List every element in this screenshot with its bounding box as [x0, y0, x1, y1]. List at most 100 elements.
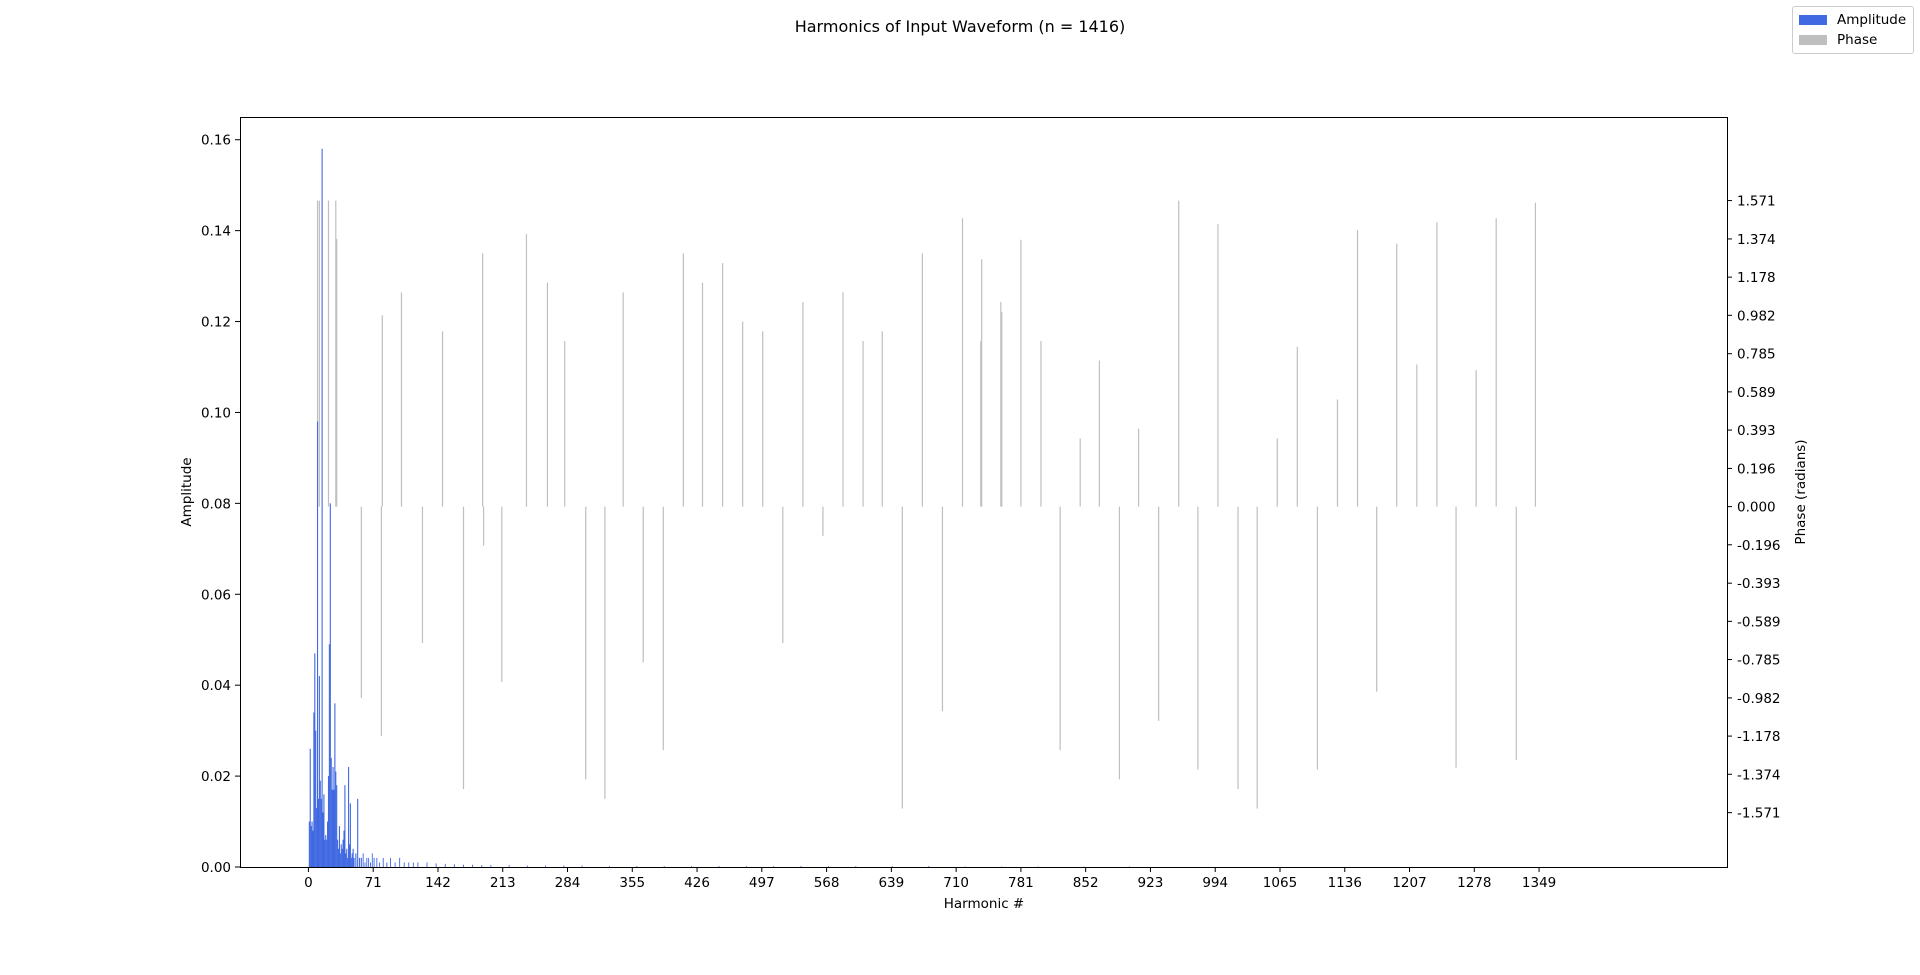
amplitude-bar [337, 839, 339, 867]
amplitude-bar [376, 857, 378, 867]
legend: Amplitude Phase [1792, 6, 1914, 54]
phase-bar [662, 506, 664, 751]
amplitude-bar [347, 857, 349, 867]
phase-bar [1436, 222, 1438, 507]
amplitude-bar [408, 862, 410, 867]
amplitude-bar [311, 821, 313, 867]
phase-bar [1336, 399, 1339, 507]
x-tick-label: 497 [749, 875, 775, 891]
phase-bar [482, 253, 484, 507]
phase-bar [1000, 302, 1002, 507]
phase-bar [822, 506, 824, 536]
legend-entry-amplitude: Amplitude [1799, 12, 1906, 28]
x-tick-label: 0 [304, 875, 313, 891]
phase-bar [721, 263, 724, 507]
amplitude-bar [373, 857, 375, 867]
amplitude-bar [313, 712, 315, 867]
phase-bar [1217, 224, 1219, 507]
amplitude-bar [355, 853, 357, 867]
phase-bar [762, 331, 764, 507]
y2-tick-label: -1.374 [1737, 767, 1781, 783]
phase-bar [1515, 506, 1517, 760]
amplitude-bar [691, 866, 693, 867]
amplitude-bar [308, 821, 310, 867]
phase-bar [1020, 239, 1022, 507]
amplitude-bar [390, 857, 391, 867]
x-tick-label: 213 [490, 875, 516, 891]
amplitude-bar [366, 857, 368, 867]
phase-bar [564, 341, 566, 507]
amplitude-bar [891, 866, 893, 867]
legend-label-phase: Phase [1837, 32, 1878, 48]
amplitude-bar [343, 830, 345, 867]
phase-bar [981, 259, 983, 507]
amplitude-bar [417, 862, 419, 867]
x-tick-label: 639 [878, 875, 904, 891]
amplitude-bar [339, 853, 341, 867]
amplitude-bar [371, 853, 373, 867]
x-tick-label: 923 [1138, 875, 1164, 891]
amplitude-bar [426, 862, 428, 867]
amplitude-bar [322, 812, 324, 867]
amplitude-bar [490, 865, 492, 867]
x-tick-label: 781 [1008, 875, 1034, 891]
phase-bar [1276, 438, 1278, 507]
phase-bar [1237, 506, 1239, 790]
phase-bar [941, 506, 944, 712]
amplitude-bar [773, 866, 775, 867]
phase-bar [1197, 506, 1199, 770]
x-axis-label: Harmonic # [944, 896, 1024, 912]
y2-tick-label: -0.196 [1737, 538, 1781, 554]
x-tick-label: 426 [684, 875, 710, 891]
x-tick-label: 1065 [1263, 875, 1297, 891]
amplitude-bar [382, 857, 384, 867]
amplitude-bar [331, 789, 333, 867]
amplitude-bar [321, 148, 323, 867]
amplitude-bar [346, 848, 348, 867]
amplitude-bar [1129, 866, 1130, 868]
amplitude-bar [508, 865, 510, 867]
y2-tick-label: 1.178 [1737, 270, 1776, 286]
amplitude-bar [318, 676, 320, 867]
amplitude-bar [345, 853, 347, 867]
y2-tick-label: 0.000 [1737, 500, 1776, 516]
amplitude-bar [964, 866, 966, 868]
phase-bar [441, 331, 444, 507]
x-tick-label: 710 [943, 875, 969, 891]
legend-swatch-amplitude [1799, 15, 1827, 25]
phase-bar [862, 341, 864, 507]
y-axis-left: 0.00 0.02 0.04 0.06 0.08 0.10 0.12 0.14 0.16 [201, 133, 240, 876]
amplitude-bar [325, 835, 327, 867]
y-tick-label: 0.06 [201, 587, 231, 603]
amplitude-bar [333, 789, 335, 867]
phase-bar [1137, 428, 1140, 507]
amplitude-bar [399, 857, 401, 867]
phase-bar [604, 506, 606, 799]
phase-bar [1416, 364, 1418, 507]
phase-bar [1475, 370, 1477, 507]
phase-bar [782, 506, 784, 643]
y2-tick-label: 1.571 [1737, 194, 1776, 210]
amplitude-bar [379, 862, 381, 867]
amplitude-bar [327, 776, 330, 867]
x-tick-label: 142 [425, 875, 451, 891]
amplitude-bar [472, 864, 474, 867]
amplitude-bar [362, 853, 364, 867]
phase-bar [682, 253, 684, 507]
amplitude-bar [329, 503, 331, 867]
amplitude-bar [351, 853, 353, 867]
phase-bar [1256, 506, 1258, 809]
amplitude-bar [319, 780, 321, 867]
y2-tick-label: 0.982 [1737, 308, 1776, 324]
y2-tick-label: 0.785 [1737, 347, 1776, 363]
amplitude-bar [1083, 866, 1085, 868]
amplitude-bar [328, 644, 330, 867]
amplitude-bar [663, 866, 665, 867]
y2-tick-label: -0.393 [1737, 576, 1781, 592]
phase-bar [1534, 202, 1537, 507]
x-axis: 0 71 142 213 284 355 426 497 568 639 710 781 852 923 9… [304, 867, 1556, 891]
phase-bar [701, 282, 704, 507]
amplitude-bar [350, 857, 352, 867]
amplitude-bar [636, 866, 638, 867]
